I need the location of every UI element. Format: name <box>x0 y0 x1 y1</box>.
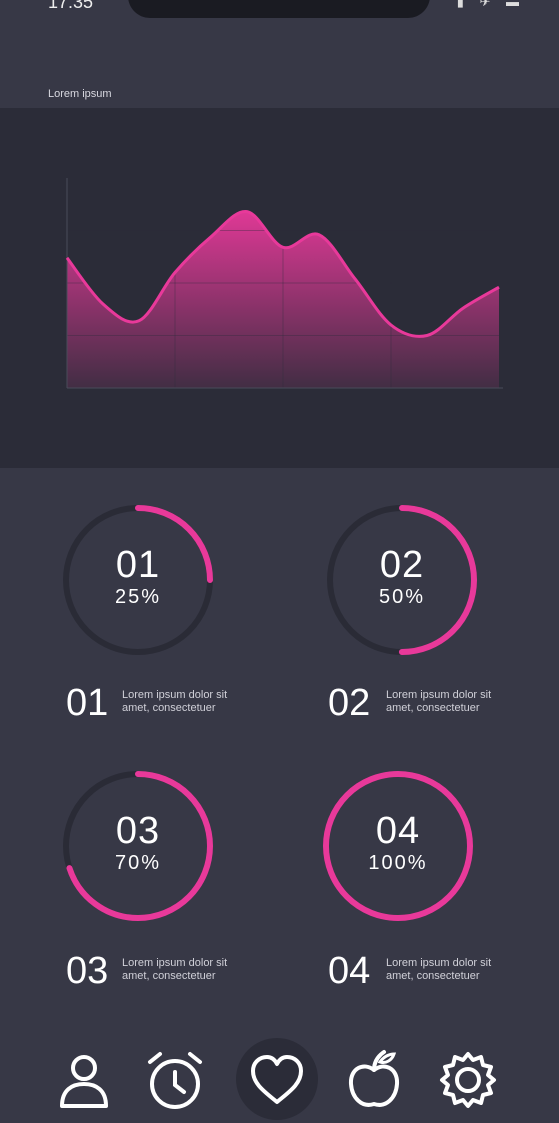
ring-arc-3 <box>63 771 213 921</box>
legend-item-3: 03 Lorem ipsum dolor sit amet, consectet… <box>66 950 266 994</box>
legend-number-4: 04 <box>328 950 371 992</box>
status-time: 17:35 <box>48 0 94 12</box>
legend-item-4: 04 Lorem ipsum dolor sit amet, consectet… <box>328 950 538 994</box>
tab-nutrition[interactable] <box>344 1048 408 1112</box>
legend-number-3: 03 <box>66 950 109 992</box>
ring-percent-3: 70% <box>114 852 162 874</box>
active-tab-highlight <box>236 1038 318 1120</box>
bottom-tab-bar <box>0 1038 559 1123</box>
ring-percent-1: 25% <box>114 586 162 608</box>
ring-number-4: 04 <box>375 810 421 852</box>
ring-arc-1 <box>63 505 213 655</box>
gear-icon <box>440 1052 496 1108</box>
tab-health[interactable] <box>245 1048 309 1112</box>
status-bar: 17:35 ▮ ✈ ▬ <box>0 0 559 18</box>
ring-graphic-4 <box>323 771 473 921</box>
area-chart <box>65 178 503 389</box>
legend-line: amet, consectetuer <box>386 970 480 982</box>
legend-line: Lorem ipsum dolor sit <box>122 957 228 969</box>
area-fill <box>67 211 499 388</box>
ring-number-1: 01 <box>115 544 161 586</box>
progress-ring-3: 03 70% <box>58 766 218 926</box>
area-chart-panel <box>0 108 559 468</box>
progress-ring-1: 01 25% <box>58 500 218 660</box>
tab-alarm[interactable] <box>144 1048 208 1112</box>
status-icons: ▮ ✈ ▬ <box>456 0 525 9</box>
legend-number-2: 02 <box>328 682 371 724</box>
ring-arc-4 <box>323 771 473 921</box>
legend-line: Lorem ipsum dolor sit <box>122 689 228 701</box>
alarm-clock-icon <box>148 1052 202 1109</box>
legend-text-4: Lorem ipsum dolor sit amet, consectetuer <box>386 957 526 983</box>
legend-line: amet, consectetuer <box>386 702 480 714</box>
ring-graphic-1 <box>63 505 213 655</box>
ring-graphic-2 <box>327 505 477 655</box>
ring-percent-4: 100% <box>368 852 428 874</box>
legend-line: amet, consectetuer <box>122 970 216 982</box>
page-title: Lorem ipsum <box>48 88 112 100</box>
legend-line: Lorem ipsum dolor sit <box>386 689 492 701</box>
ring-number-2: 02 <box>379 544 425 586</box>
legend-item-1: 01 Lorem ipsum dolor sit amet, consectet… <box>66 682 266 726</box>
legend-number-1: 01 <box>66 682 109 724</box>
ring-graphic-3 <box>63 771 213 921</box>
user-icon <box>60 1055 108 1108</box>
series-line <box>65 210 500 338</box>
ring-number-3: 03 <box>115 810 161 852</box>
progress-ring-2: 02 50% <box>322 500 482 660</box>
legend-text-3: Lorem ipsum dolor sit amet, consectetuer <box>122 957 262 983</box>
progress-ring-4: 04 100% <box>318 766 478 926</box>
tab-settings[interactable] <box>436 1048 500 1112</box>
ring-arc-2 <box>327 505 477 655</box>
legend-item-2: 02 Lorem ipsum dolor sit amet, consectet… <box>328 682 538 726</box>
legend-text-1: Lorem ipsum dolor sit amet, consectetuer <box>122 689 262 715</box>
tab-profile[interactable] <box>54 1048 118 1112</box>
ring-percent-2: 50% <box>378 586 426 608</box>
legend-line: amet, consectetuer <box>122 702 216 714</box>
legend-line: Lorem ipsum dolor sit <box>386 957 492 969</box>
legend-text-2: Lorem ipsum dolor sit amet, consectetuer <box>386 689 526 715</box>
apple-icon <box>348 1050 400 1107</box>
heart-icon <box>251 1055 303 1104</box>
notch <box>128 0 430 18</box>
